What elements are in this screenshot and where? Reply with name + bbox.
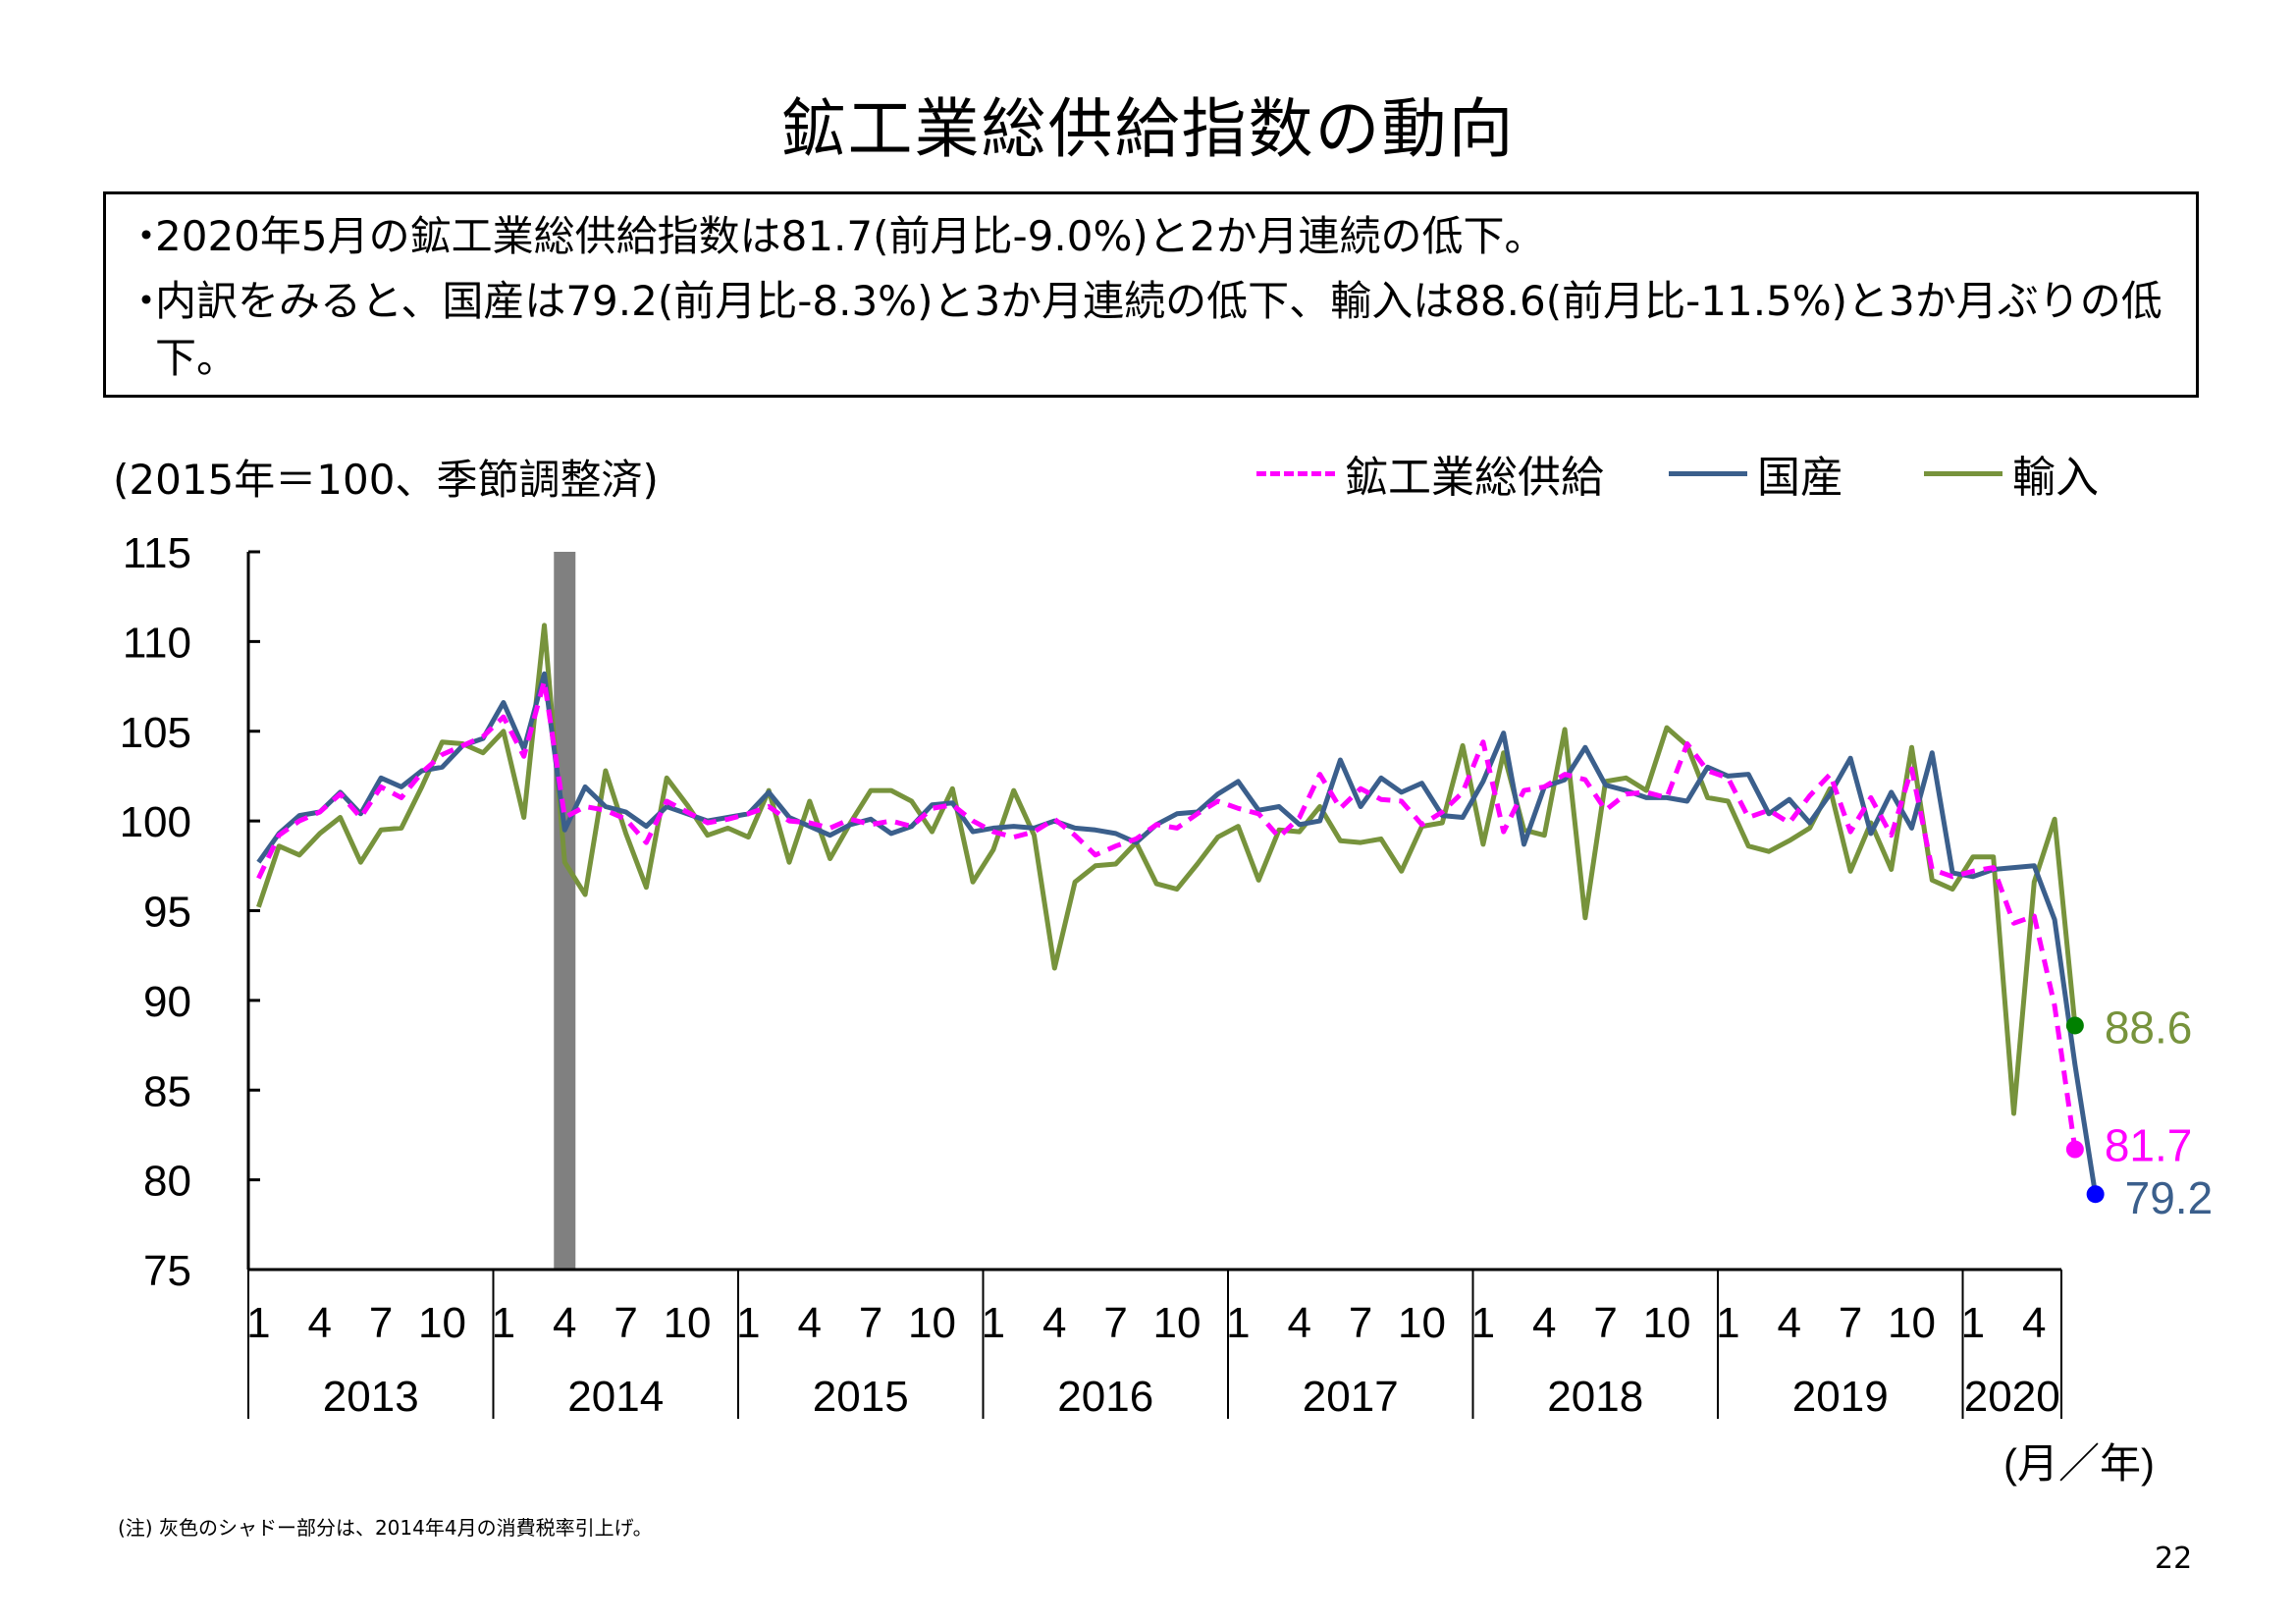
year-label: 2014 xyxy=(567,1373,664,1421)
end-point-domestic xyxy=(2086,1185,2105,1204)
month-tick-label: 1 xyxy=(1226,1299,1250,1347)
month-tick-label: 4 xyxy=(1042,1299,1066,1347)
month-tick-label: 4 xyxy=(798,1299,822,1347)
end-label-total: 81.7 xyxy=(2105,1120,2193,1171)
month-tick-label: 4 xyxy=(1778,1299,1801,1347)
month-tick-label: 1 xyxy=(736,1299,760,1347)
month-tick-label: 1 xyxy=(1961,1299,1985,1347)
month-tick-label: 10 xyxy=(1888,1299,1936,1347)
y-tick-label: 110 xyxy=(123,619,191,667)
year-label: 2016 xyxy=(1057,1373,1153,1421)
legend-swatch-import xyxy=(1924,470,2002,476)
summary-line-1: 2020年5月の鉱工業総供給指数は81.7(前月比-9.0%)と2か月連続の低下… xyxy=(155,212,1546,260)
month-tick-label: 7 xyxy=(1593,1299,1617,1347)
legend-item-import: 輸入 xyxy=(1924,442,2099,505)
year-label: 2019 xyxy=(1792,1373,1889,1421)
page-title: 鉱工業総供給指数の動向 xyxy=(780,91,1516,167)
month-tick-label: 4 xyxy=(553,1299,576,1347)
month-tick-label: 7 xyxy=(614,1299,637,1347)
year-label: 2020 xyxy=(1964,1373,2060,1421)
y-tick-label: 95 xyxy=(143,889,191,937)
end-label-import: 88.6 xyxy=(2105,1001,2193,1053)
summary-bullet: ・ 内訳をみると、国産は79.2(前月比-8.3%)と3か月連続の低下、輸入は8… xyxy=(126,273,2176,387)
month-tick-label: 1 xyxy=(1716,1299,1739,1347)
end-label-domestic: 79.2 xyxy=(2125,1172,2214,1223)
month-tick-label: 1 xyxy=(246,1299,270,1347)
month-tick-label: 4 xyxy=(2022,1299,2046,1347)
year-label: 2015 xyxy=(813,1373,909,1421)
month-tick-label: 10 xyxy=(418,1299,466,1347)
summary-line-2: 内訳をみると、国産は79.2(前月比-8.3%)と3か月連続の低下、輸入は88.… xyxy=(155,277,2163,382)
legend-label-import: 輸入 xyxy=(2012,453,2099,503)
month-tick-label: 10 xyxy=(1643,1299,1691,1347)
month-tick-label: 7 xyxy=(859,1299,882,1347)
legend-item-domestic: 国産 xyxy=(1669,442,1843,505)
month-tick-label: 4 xyxy=(1288,1299,1311,1347)
month-tick-label: 4 xyxy=(308,1299,332,1347)
month-tick-label: 1 xyxy=(492,1299,515,1347)
y-tick-label: 80 xyxy=(143,1158,191,1206)
y-tick-label: 75 xyxy=(143,1247,191,1295)
summary-box: ・ 2020年5月の鉱工業総供給指数は81.7(前月比-9.0%)と2か月連続の… xyxy=(103,191,2199,398)
unit-note: (2015年＝100、季節調整済) xyxy=(113,456,659,504)
month-tick-label: 7 xyxy=(1839,1299,1862,1347)
y-tick-label: 90 xyxy=(143,978,191,1026)
x-axis-unit: (月／年) xyxy=(2003,1440,2155,1487)
footnote: (注) 灰色のシャドー部分は、2014年4月の消費税率引上げ。 xyxy=(118,1516,653,1540)
month-tick-label: 10 xyxy=(908,1299,956,1347)
month-tick-label: 7 xyxy=(1103,1299,1127,1347)
end-point-total xyxy=(2065,1140,2084,1159)
month-tick-label: 10 xyxy=(1398,1299,1446,1347)
end-point-import xyxy=(2065,1016,2084,1035)
legend-swatch-domestic xyxy=(1669,470,1747,476)
y-tick-label: 105 xyxy=(120,709,191,757)
legend-label-total: 鉱工業総供給 xyxy=(1345,453,1604,503)
month-tick-label: 7 xyxy=(1349,1299,1372,1347)
shade-bar xyxy=(554,552,576,1270)
legend-swatch-total xyxy=(1256,470,1335,476)
summary-bullet: ・ 2020年5月の鉱工業総供給指数は81.7(前月比-9.0%)と2か月連続の… xyxy=(126,208,2176,265)
series-line-domestic xyxy=(256,671,2099,1195)
legend-item-total: 鉱工業総供給 xyxy=(1256,442,1604,505)
year-label: 2018 xyxy=(1547,1373,1643,1421)
month-tick-label: 4 xyxy=(1532,1299,1556,1347)
month-tick-label: 1 xyxy=(1471,1299,1495,1347)
month-tick-label: 10 xyxy=(664,1299,712,1347)
month-tick-label: 10 xyxy=(1153,1299,1201,1347)
legend-label-domestic: 国産 xyxy=(1757,453,1843,503)
series-line-import xyxy=(256,623,2078,1116)
year-label: 2017 xyxy=(1303,1373,1399,1421)
month-tick-label: 7 xyxy=(369,1299,393,1347)
y-tick-label: 85 xyxy=(143,1067,191,1115)
y-tick-label: 100 xyxy=(120,798,191,846)
y-tick-label: 115 xyxy=(123,529,191,577)
month-tick-label: 1 xyxy=(982,1299,1005,1347)
year-label: 2013 xyxy=(323,1373,419,1421)
page-number: 22 xyxy=(2155,1542,2193,1576)
